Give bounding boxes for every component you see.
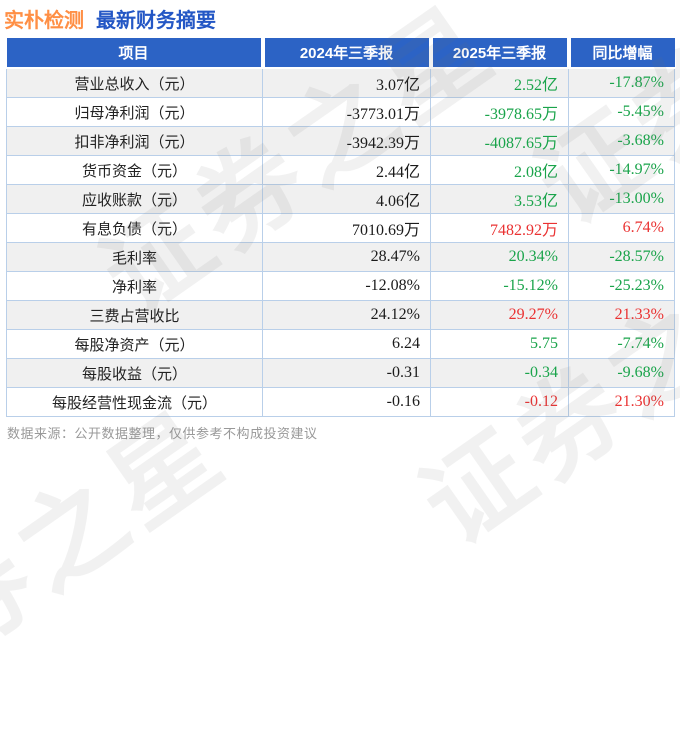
header-2025-column: 2025年三季报 — [430, 38, 571, 69]
table-header-row: 项目 2024年三季报 2025年三季报 同比增幅 — [6, 38, 675, 69]
table-row: 归母净利润（元） -3773.01万 -3978.65万 -5.45% — [6, 97, 675, 127]
table-row: 毛利率 28.47% 20.34% -28.57% — [6, 242, 675, 272]
yoy-cell: -14.97% — [568, 155, 675, 185]
report-subtitle: 最新财务摘要 — [96, 10, 216, 32]
value-2024-cell: -12.08% — [262, 271, 431, 301]
value-2025-cell: -4087.65万 — [430, 126, 569, 156]
value-2025-cell: -15.12% — [430, 271, 569, 301]
table-row: 三费占营收比 24.12% 29.27% 21.33% — [6, 300, 675, 330]
value-2024-cell: 2.44亿 — [262, 155, 431, 185]
company-name: 实朴检测 — [4, 10, 84, 32]
header-2024-column: 2024年三季报 — [262, 38, 433, 69]
table-row: 每股净资产（元） 6.24 5.75 -7.74% — [6, 329, 675, 359]
row-label: 毛利率 — [6, 242, 263, 272]
value-2024-cell: 28.47% — [262, 242, 431, 272]
row-label: 有息负债（元） — [6, 213, 263, 243]
value-2024-cell: -3773.01万 — [262, 97, 431, 127]
yoy-cell: 21.30% — [568, 387, 675, 417]
row-label: 每股经营性现金流（元） — [6, 387, 263, 417]
table-header: 项目 2024年三季报 2025年三季报 同比增幅 — [6, 38, 675, 69]
value-2024-cell: 6.24 — [262, 329, 431, 359]
yoy-cell: -3.68% — [568, 126, 675, 156]
row-label: 归母净利润（元） — [6, 97, 263, 127]
yoy-cell: -13.00% — [568, 184, 675, 214]
yoy-cell: 6.74% — [568, 213, 675, 243]
table-row: 应收账款（元） 4.06亿 3.53亿 -13.00% — [6, 184, 675, 214]
header-yoy-column: 同比增幅 — [568, 38, 675, 69]
row-label: 净利率 — [6, 271, 263, 301]
value-2025-cell: 29.27% — [430, 300, 569, 330]
value-2025-cell: -0.34 — [430, 358, 569, 388]
row-label: 每股净资产（元） — [6, 329, 263, 359]
yoy-cell: -7.74% — [568, 329, 675, 359]
value-2025-cell: 2.52亿 — [430, 67, 569, 98]
yoy-cell: -17.87% — [568, 67, 675, 98]
value-2024-cell: 4.06亿 — [262, 184, 431, 214]
table-row: 有息负债（元） 7010.69万 7482.92万 6.74% — [6, 213, 675, 243]
row-label: 应收账款（元） — [6, 184, 263, 214]
value-2024-cell: -0.31 — [262, 358, 431, 388]
yoy-cell: -5.45% — [568, 97, 675, 127]
value-2025-cell: -0.12 — [430, 387, 569, 417]
yoy-cell: -9.68% — [568, 358, 675, 388]
table-row: 扣非净利润（元） -3942.39万 -4087.65万 -3.68% — [6, 126, 675, 156]
yoy-cell: 21.33% — [568, 300, 675, 330]
table-row: 货币资金（元） 2.44亿 2.08亿 -14.97% — [6, 155, 675, 185]
table-row: 每股经营性现金流（元） -0.16 -0.12 21.30% — [6, 387, 675, 417]
table-row: 营业总收入（元） 3.07亿 2.52亿 -17.87% — [6, 67, 675, 98]
row-label: 每股收益（元） — [6, 358, 263, 388]
footer-note: 数据来源：公开数据整理，仅供参考不构成投资建议 — [7, 426, 318, 441]
yoy-cell: -28.57% — [568, 242, 675, 272]
value-2025-cell: 5.75 — [430, 329, 569, 359]
value-2024-cell: -3942.39万 — [262, 126, 431, 156]
row-label: 营业总收入（元） — [6, 67, 263, 98]
value-2025-cell: 7482.92万 — [430, 213, 569, 243]
header-item-column: 项目 — [6, 38, 265, 69]
table-row: 净利率 -12.08% -15.12% -25.23% — [6, 271, 675, 301]
table-body: 营业总收入（元） 3.07亿 2.52亿 -17.87% 归母净利润（元） -3… — [6, 67, 675, 417]
row-label: 扣非净利润（元） — [6, 126, 263, 156]
value-2024-cell: 7010.69万 — [262, 213, 431, 243]
value-2025-cell: 20.34% — [430, 242, 569, 272]
row-label: 货币资金（元） — [6, 155, 263, 185]
table-row: 每股收益（元） -0.31 -0.34 -9.68% — [6, 358, 675, 388]
value-2025-cell: 2.08亿 — [430, 155, 569, 185]
value-2024-cell: -0.16 — [262, 387, 431, 417]
page-title: 实朴检测 最新财务摘要 — [4, 4, 216, 33]
value-2025-cell: 3.53亿 — [430, 184, 569, 214]
value-2025-cell: -3978.65万 — [430, 97, 569, 127]
yoy-cell: -25.23% — [568, 271, 675, 301]
financial-table: 项目 2024年三季报 2025年三季报 同比增幅 营业总收入（元） 3.07亿… — [6, 38, 675, 417]
row-label: 三费占营收比 — [6, 300, 263, 330]
value-2024-cell: 3.07亿 — [262, 67, 431, 98]
value-2024-cell: 24.12% — [262, 300, 431, 330]
